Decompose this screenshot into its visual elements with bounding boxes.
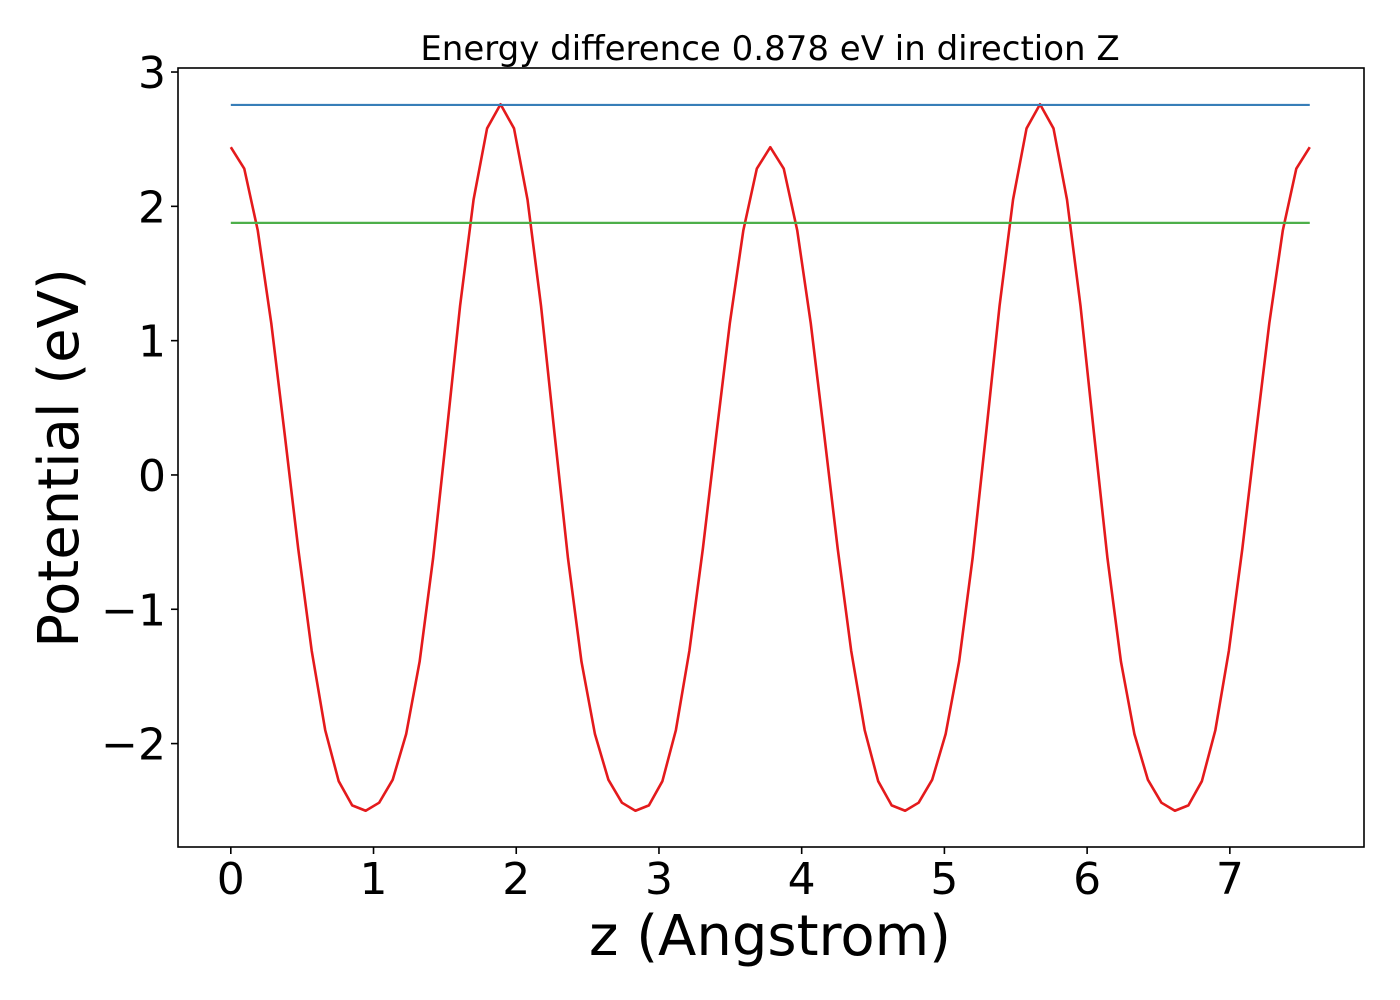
plot-frame [177,67,1365,848]
y-tick-label: −1 [101,585,166,636]
y-axis-ticks: −2 −1 0 1 2 3 [101,48,178,771]
x-axis-label: z (Angstrom) [589,904,951,969]
y-tick-label: 2 [138,182,166,233]
x-tick-label: 6 [1073,854,1101,905]
y-tick-label: 1 [138,317,166,368]
y-tick-label: 3 [138,48,166,99]
x-axis-ticks: 0 1 2 3 4 5 6 7 [217,847,1244,905]
chart-title: Energy difference 0.878 eV in direction … [420,29,1119,69]
x-tick-label: 7 [1216,854,1244,905]
y-tick-label: −2 [101,720,166,771]
x-tick-label: 1 [360,854,388,905]
x-tick-label: 0 [217,854,245,905]
y-tick-label: 0 [138,451,166,502]
x-tick-label: 4 [788,854,816,905]
x-tick-label: 3 [645,854,673,905]
y-axis-label: Potential (eV) [27,268,92,648]
x-tick-label: 2 [502,854,530,905]
x-tick-label: 5 [930,854,958,905]
plot-area [229,102,1311,813]
potential-curve [229,102,1311,813]
